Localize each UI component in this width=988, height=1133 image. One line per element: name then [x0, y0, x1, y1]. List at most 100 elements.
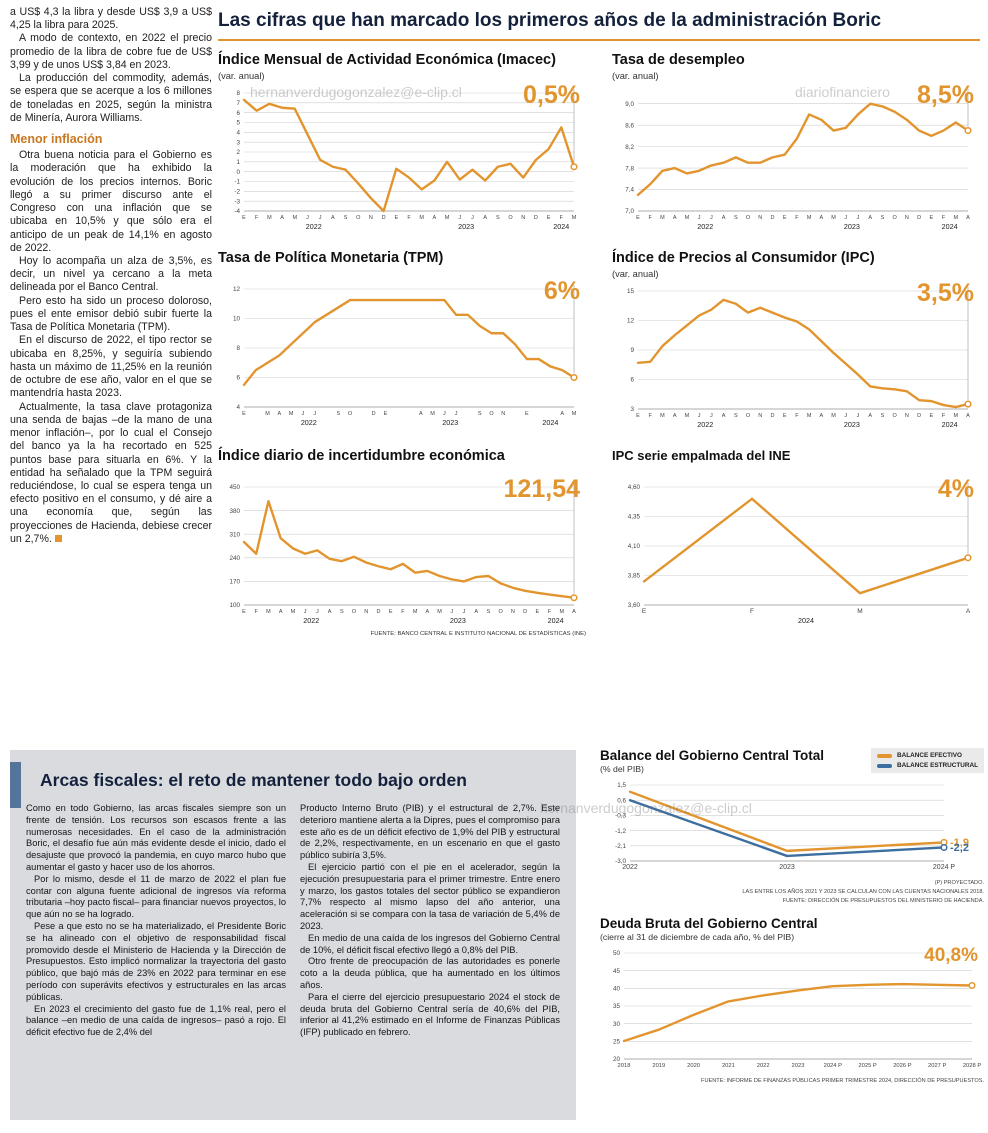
- svg-text:E: E: [535, 609, 539, 615]
- svg-text:2024: 2024: [553, 222, 569, 231]
- svg-text:1,5: 1,5: [617, 782, 626, 789]
- svg-text:-2: -2: [234, 188, 240, 195]
- svg-text:40: 40: [613, 985, 621, 992]
- fiscal-column-1: Como en todo Gobierno, las arcas fiscale…: [26, 803, 286, 1039]
- svg-text:F: F: [649, 413, 653, 419]
- svg-text:2022: 2022: [757, 1063, 770, 1069]
- fiscal-paragraph: Producto Interno Bruto (PIB) y el estruc…: [300, 803, 560, 861]
- svg-text:J: J: [857, 215, 860, 221]
- svg-text:N: N: [905, 215, 909, 221]
- svg-text:450: 450: [229, 484, 240, 491]
- svg-text:-0,3: -0,3: [615, 813, 626, 820]
- svg-text:E: E: [547, 215, 551, 221]
- svg-text:-3,0: -3,0: [615, 858, 626, 865]
- svg-text:S: S: [344, 215, 348, 221]
- fiscal-paragraph: En medio de una caída de los ingresos de…: [300, 932, 560, 955]
- svg-text:380: 380: [229, 508, 240, 515]
- svg-text:F: F: [942, 413, 946, 419]
- chart-note: LAS ENTRE LOS AÑOS 2021 Y 2023 SE CALCUL…: [742, 888, 984, 895]
- article-paragraph: Hoy lo acompaña un alza de 3,5%, es deci…: [10, 254, 212, 294]
- svg-text:M: M: [572, 215, 577, 221]
- charts-grid: Índice Mensual de Actividad Económica (I…: [218, 52, 980, 637]
- svg-text:D: D: [770, 215, 774, 221]
- svg-text:O: O: [352, 609, 357, 615]
- chart-balance: Balance del Gobierno Central Total (% de…: [600, 748, 984, 906]
- svg-text:7,8: 7,8: [625, 165, 634, 172]
- svg-text:3,60: 3,60: [628, 602, 641, 609]
- svg-text:A: A: [278, 411, 282, 417]
- svg-text:2024: 2024: [942, 222, 958, 231]
- chart-title: IPC serie empalmada del INE: [612, 447, 791, 463]
- svg-text:E: E: [242, 411, 246, 417]
- chart-latest-value: 40,8%: [924, 944, 978, 966]
- chart-title: Tasa de Política Monetaria (TPM): [218, 249, 444, 266]
- svg-text:2024: 2024: [798, 616, 814, 625]
- svg-text:M: M: [267, 215, 272, 221]
- svg-text:2022: 2022: [622, 864, 638, 871]
- svg-text:10: 10: [233, 316, 241, 323]
- article-paragraph: a US$ 4,3 la libra y desde US$ 3,9 a US$…: [10, 6, 212, 32]
- svg-text:S: S: [734, 215, 738, 221]
- chart-plot-desempleo: 8,5% 9,0 8,6 8,2 7,8 7,4 7,0 E F M A M J J A S O N D E F M A M…: [612, 81, 980, 235]
- svg-text:2028 P: 2028 P: [963, 1063, 982, 1069]
- svg-text:2022: 2022: [306, 222, 322, 231]
- svg-text:M: M: [572, 411, 577, 417]
- svg-text:2023: 2023: [844, 222, 860, 231]
- chart-subtitle: (var. anual): [612, 70, 659, 81]
- svg-text:5: 5: [236, 120, 240, 127]
- svg-text:8: 8: [236, 345, 240, 352]
- svg-text:D: D: [382, 215, 386, 221]
- svg-text:M: M: [953, 215, 958, 221]
- svg-text:J: J: [710, 413, 713, 419]
- svg-text:8,2: 8,2: [625, 144, 634, 151]
- svg-text:E: E: [642, 608, 647, 615]
- svg-text:3,85: 3,85: [628, 573, 641, 580]
- svg-text:F: F: [560, 215, 564, 221]
- svg-text:30: 30: [613, 1021, 621, 1028]
- svg-text:J: J: [710, 215, 713, 221]
- chart-latest-value: 6%: [543, 276, 580, 305]
- svg-text:2025 P: 2025 P: [858, 1063, 877, 1069]
- svg-text:A: A: [560, 411, 564, 417]
- svg-text:2024: 2024: [542, 418, 558, 427]
- svg-text:N: N: [501, 411, 505, 417]
- svg-text:S: S: [336, 411, 340, 417]
- svg-text:3: 3: [630, 406, 634, 413]
- fiscal-paragraph: Otro frente de preocupación de las autor…: [300, 956, 560, 990]
- svg-text:A: A: [474, 609, 478, 615]
- article-paragraph: Pero esto ha sido un proceso doloroso, p…: [10, 294, 212, 334]
- svg-text:E: E: [636, 413, 640, 419]
- svg-text:E: E: [929, 215, 933, 221]
- fiscal-section: Arcas fiscales: el reto de mantener todo…: [0, 748, 988, 1133]
- svg-text:7: 7: [236, 100, 240, 107]
- svg-text:2023: 2023: [844, 420, 860, 429]
- svg-text:12: 12: [627, 318, 635, 325]
- chart-latest-value: 3,5%: [917, 278, 974, 307]
- svg-text:M: M: [291, 609, 296, 615]
- svg-text:A: A: [433, 215, 437, 221]
- svg-text:-4: -4: [234, 208, 240, 215]
- article-paragraph: La producción del commodity, además, se …: [10, 72, 212, 124]
- svg-text:2018: 2018: [618, 1063, 631, 1069]
- svg-text:M: M: [266, 609, 271, 615]
- svg-text:E: E: [525, 411, 529, 417]
- svg-text:310: 310: [229, 531, 240, 538]
- svg-text:M: M: [445, 215, 450, 221]
- chart-plot-ipc: 3,5% 15 12 9 6 3 E F M A M J J A S O N D E F M A M J J A S O N D E F M A…: [612, 279, 980, 433]
- svg-text:45: 45: [613, 968, 621, 975]
- svg-text:O: O: [893, 215, 898, 221]
- svg-text:J: J: [844, 215, 847, 221]
- fiscal-paragraph: Para el cierre del ejercicio presupuesta…: [300, 991, 560, 1038]
- article-subhead: Menor inflación: [10, 132, 103, 147]
- chart-incertidumbre: Índice diario de incertidumbre económica…: [218, 448, 586, 637]
- svg-text:M: M: [807, 215, 812, 221]
- svg-text:4: 4: [236, 129, 240, 136]
- infographic-area: Las cifras que han marcado los primeros …: [218, 10, 980, 637]
- svg-text:A: A: [279, 609, 283, 615]
- svg-text:F: F: [255, 609, 259, 615]
- article-paragraph: A modo de contexto, en 2022 el precio pr…: [10, 32, 212, 71]
- svg-text:F: F: [407, 215, 411, 221]
- svg-text:E: E: [636, 215, 640, 221]
- svg-text:M: M: [857, 608, 862, 615]
- svg-text:F: F: [795, 413, 799, 419]
